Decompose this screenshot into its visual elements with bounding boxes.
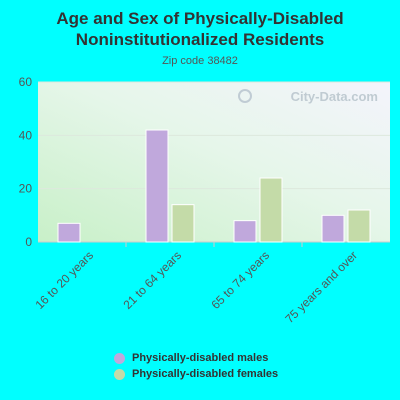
x-tick-label: 21 to 64 years [120, 248, 184, 312]
chart-title-line-2: Noninstitutionalized Residents [75, 30, 325, 49]
legend-item-females: Physically-disabled females [114, 366, 278, 382]
bar-males [145, 129, 169, 243]
y-tick-label: 0 [25, 235, 32, 249]
bar-males [233, 220, 257, 243]
x-tick-label: 75 years and over [282, 248, 360, 326]
bar-females [347, 209, 371, 243]
chart-subtitle: Zip code 38482 [162, 55, 238, 67]
legend-swatch-males [114, 352, 125, 364]
legend-item-males: Physically-disabled males [114, 350, 278, 366]
legend-swatch-females [114, 368, 125, 380]
x-tick-label: 65 to 74 years [208, 248, 272, 312]
chart-legend: Physically-disabled males Physically-dis… [114, 350, 278, 382]
y-tick-label: 60 [19, 75, 33, 89]
watermark-icon [238, 89, 252, 103]
bar-females [259, 177, 283, 243]
bar-males [57, 222, 81, 243]
bar-males [321, 214, 345, 243]
y-tick-label: 40 [19, 128, 33, 142]
bar-females [171, 204, 195, 243]
x-tick-label: 16 to 20 years [32, 248, 96, 312]
chart-title-line-1: Age and Sex of Physically-Disabled [56, 9, 344, 28]
watermark: City-Data.com [291, 89, 378, 104]
legend-label-females: Physically-disabled females [132, 368, 279, 380]
chart-title: Age and Sex of Physically-Disabled Nonin… [0, 8, 400, 50]
y-tick-label: 20 [19, 182, 33, 196]
legend-label-males: Physically-disabled males [132, 352, 269, 364]
